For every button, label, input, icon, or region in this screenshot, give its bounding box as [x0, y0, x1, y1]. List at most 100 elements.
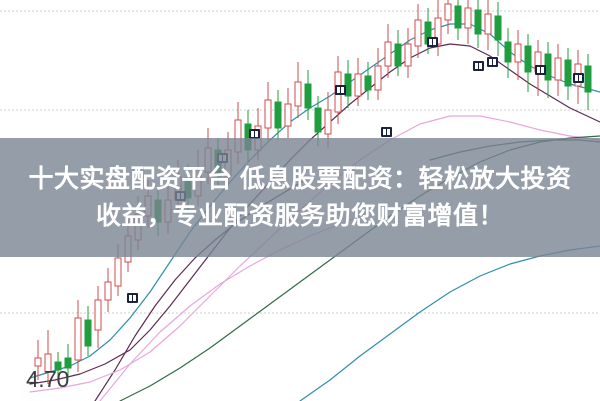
candle-0: [34, 340, 42, 380]
candle-body: [474, 9, 482, 35]
candle-37: [404, 28, 412, 78]
candle-42: [454, 0, 462, 40]
annotation-badge-5: [381, 127, 392, 137]
candle-3: [64, 344, 72, 378]
badge-glyph: [489, 59, 492, 65]
promo-text-overlay: 十大实盘配资平台 低息股票配资：轻松放大投资 收益，专业配资服务助您财富增值！: [0, 138, 600, 257]
badge-glyph: [579, 75, 582, 81]
candle-53: [564, 48, 572, 100]
badge-box: [473, 61, 484, 71]
candle-body: [64, 357, 72, 369]
candle-34: [374, 48, 382, 100]
candle-7: [104, 268, 112, 312]
candle-36: [394, 30, 402, 76]
candle-body: [54, 361, 62, 371]
candle-46: [494, 2, 502, 56]
annotation-badge-6: [427, 37, 438, 47]
candle-4: [74, 300, 82, 372]
candle-body: [94, 299, 102, 331]
candle-47: [504, 28, 512, 78]
badge-glyph: [255, 131, 258, 137]
badge-box: [427, 37, 438, 47]
candle-body: [324, 109, 332, 135]
candle-body: [414, 19, 422, 47]
candle-body: [524, 45, 532, 73]
candle-2: [54, 352, 62, 380]
badge-box: [335, 85, 346, 95]
candle-body: [554, 57, 562, 81]
candle-body: [274, 101, 282, 129]
candle-41: [444, 0, 452, 34]
badge-glyph: [479, 63, 482, 69]
candle-body: [504, 41, 512, 63]
candle-25: [284, 88, 292, 138]
candle-32: [354, 58, 362, 106]
candle-52: [554, 44, 562, 96]
candle-body: [484, 13, 492, 35]
annotation-badge-9: [535, 65, 546, 75]
badge-glyph: [493, 59, 496, 65]
candle-body: [84, 319, 92, 347]
candle-body: [354, 73, 362, 97]
candle-body: [314, 107, 322, 133]
candle-body: [374, 65, 382, 91]
promo-headline-line-2: 收益，专业配资服务助您财富增值！: [95, 201, 504, 230]
badge-glyph: [341, 87, 344, 93]
badge-box: [573, 73, 584, 83]
candle-body: [44, 353, 52, 373]
candle-43: [464, 0, 472, 44]
badge-glyph: [575, 75, 578, 81]
candle-body: [454, 5, 462, 29]
badge-glyph: [383, 129, 386, 135]
candle-23: [264, 82, 272, 140]
badge-box: [535, 65, 546, 75]
annotation-badge-3: [249, 129, 260, 139]
annotation-badge-7: [473, 61, 484, 71]
candle-body: [444, 3, 452, 21]
candle-24: [274, 90, 282, 140]
candle-body: [294, 81, 302, 107]
annotation-badge-10: [573, 73, 584, 83]
candle-body: [114, 257, 122, 287]
candle-45: [484, 0, 492, 50]
candle-body: [284, 103, 292, 127]
candle-body: [34, 357, 42, 367]
annotation-badge-0: [127, 293, 138, 303]
badge-glyph: [541, 67, 544, 73]
badge-glyph: [337, 87, 340, 93]
candle-body: [394, 43, 402, 67]
badge-glyph: [475, 63, 478, 69]
candle-55: [584, 54, 592, 110]
candle-body: [364, 75, 372, 91]
candle-body: [464, 7, 472, 29]
annotation-badge-8: [487, 57, 498, 67]
promo-headline-line-1: 十大实盘配资平台 低息股票配资：轻松放大投资: [28, 165, 572, 194]
candle-1: [44, 330, 52, 384]
badge-glyph: [433, 39, 436, 45]
badge-glyph: [129, 295, 132, 301]
candle-35: [384, 24, 392, 78]
badge-glyph: [429, 39, 432, 45]
candle-body: [304, 83, 312, 109]
candle-48: [514, 30, 522, 80]
badge-glyph: [251, 131, 254, 137]
candle-44: [474, 0, 482, 48]
candle-body: [514, 43, 522, 63]
candle-6: [94, 286, 102, 348]
candle-27: [304, 70, 312, 120]
candle-38: [414, 4, 422, 58]
candle-33: [364, 62, 372, 100]
badge-box: [487, 57, 498, 67]
badge-glyph: [387, 129, 390, 135]
price-marker-label: 4.70: [26, 366, 69, 392]
candle-28: [314, 96, 322, 146]
annotation-badge-4: [335, 85, 346, 95]
badge-box: [381, 127, 392, 137]
candle-5: [84, 306, 92, 356]
candle-body: [584, 65, 592, 93]
candle-body: [104, 281, 112, 301]
candle-body: [404, 43, 412, 67]
badge-glyph: [133, 295, 136, 301]
candle-body: [74, 317, 82, 361]
